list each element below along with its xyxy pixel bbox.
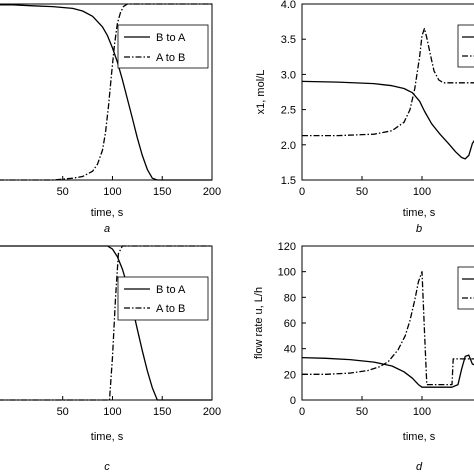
y-tick-label: 3.0 <box>281 69 296 81</box>
x-tick-label: 200 <box>203 186 221 198</box>
series-lines <box>301 27 474 160</box>
x-tick-label: 150 <box>153 186 171 198</box>
panel-caption: d <box>416 461 423 473</box>
x-tick-label: 50 <box>356 186 368 198</box>
y-tick-label: 100 <box>278 267 296 279</box>
legend-box <box>117 24 209 69</box>
y-tick-label: 120 <box>278 241 296 253</box>
series-line-solid <box>0 245 212 401</box>
series-lines <box>0 3 212 181</box>
x-tick-labels: 50 100 150 200 <box>57 176 221 198</box>
series-line-dashdot <box>0 3 212 181</box>
y-tick-label: 80 <box>284 292 296 304</box>
x-tick-label: 0 <box>299 406 305 418</box>
y-tick-label: 4.0 <box>281 0 296 11</box>
tick-labels: 0 50 100 0 20 40 60 80 100 120 <box>278 241 432 418</box>
panel-caption: a <box>104 223 110 235</box>
y-tick-label: 2.5 <box>281 105 296 117</box>
x-axis-label: time, s <box>91 207 124 219</box>
legend-box <box>117 276 209 321</box>
plot-frame <box>0 245 213 401</box>
y-tick-label: 2.0 <box>281 140 296 152</box>
series-line-dashdot <box>0 245 212 401</box>
legend: B to A A to B <box>117 24 209 69</box>
x-tick-label: 100 <box>103 406 121 418</box>
x-tick-label: 0 <box>299 186 305 198</box>
panel-caption: c <box>104 461 110 473</box>
y-tick-label: 3.5 <box>281 34 296 46</box>
y-axis-label: x1, mol/L <box>255 70 267 115</box>
x-axis-label: time, s <box>91 431 124 443</box>
series-lines <box>301 271 474 388</box>
x-tick-label: 50 <box>356 406 368 418</box>
x-tick-label: 100 <box>103 186 121 198</box>
panel-caption: b <box>416 223 422 235</box>
panel-a: 50 100 150 200 time, s a B to A A to B <box>0 3 221 235</box>
x-tick-label: 200 <box>203 406 221 418</box>
y-tick-label: 0 <box>290 395 296 407</box>
legend-label: A to B <box>156 52 185 64</box>
panel-b: 0 50 100 1.5 2.0 2.5 3.0 3.5 4.0 time, s x1, mol… <box>255 0 474 235</box>
x-tick-labels: 50 100 150 200 <box>57 396 221 418</box>
x-axis-label: time, s <box>403 207 436 219</box>
series-line-dashdot <box>302 27 474 137</box>
legend-label: B to A <box>156 32 186 44</box>
legend-label: A to B <box>156 303 185 315</box>
panel-c: 50 100 150 200 time, s c B to A A to B <box>0 245 221 473</box>
plot-frame <box>301 3 474 181</box>
legend-box-partial <box>457 266 474 310</box>
plot-frame <box>301 245 474 401</box>
x-tick-label: 100 <box>413 406 431 418</box>
x-tick-label: 100 <box>413 186 431 198</box>
tick-labels: 0 50 100 1.5 2.0 2.5 3.0 3.5 4.0 <box>281 0 431 198</box>
plot-frame <box>0 3 213 181</box>
panel-d: 0 50 100 0 20 40 60 80 100 120 time, s flow rate … <box>253 241 474 473</box>
legend: B to A A to B <box>117 276 209 321</box>
series-line-solid <box>0 4 212 181</box>
x-tick-label: 50 <box>57 186 69 198</box>
x-tick-label: 150 <box>153 406 171 418</box>
x-axis-label: time, s <box>403 431 436 443</box>
y-axis-label: flow rate u, L/h <box>253 287 265 359</box>
y-tick-label: 40 <box>284 344 296 356</box>
series-line-solid <box>301 354 474 388</box>
y-tick-label: 60 <box>284 318 296 330</box>
legend-label: B to A <box>156 284 186 296</box>
series-line-dashdot <box>302 271 474 386</box>
y-tick-label: 1.5 <box>281 175 296 187</box>
legend-box-partial <box>457 24 474 68</box>
y-tick-label: 20 <box>284 369 296 381</box>
x-tick-label: 50 <box>57 406 69 418</box>
series-line-solid <box>301 80 474 160</box>
series-lines <box>0 245 212 401</box>
